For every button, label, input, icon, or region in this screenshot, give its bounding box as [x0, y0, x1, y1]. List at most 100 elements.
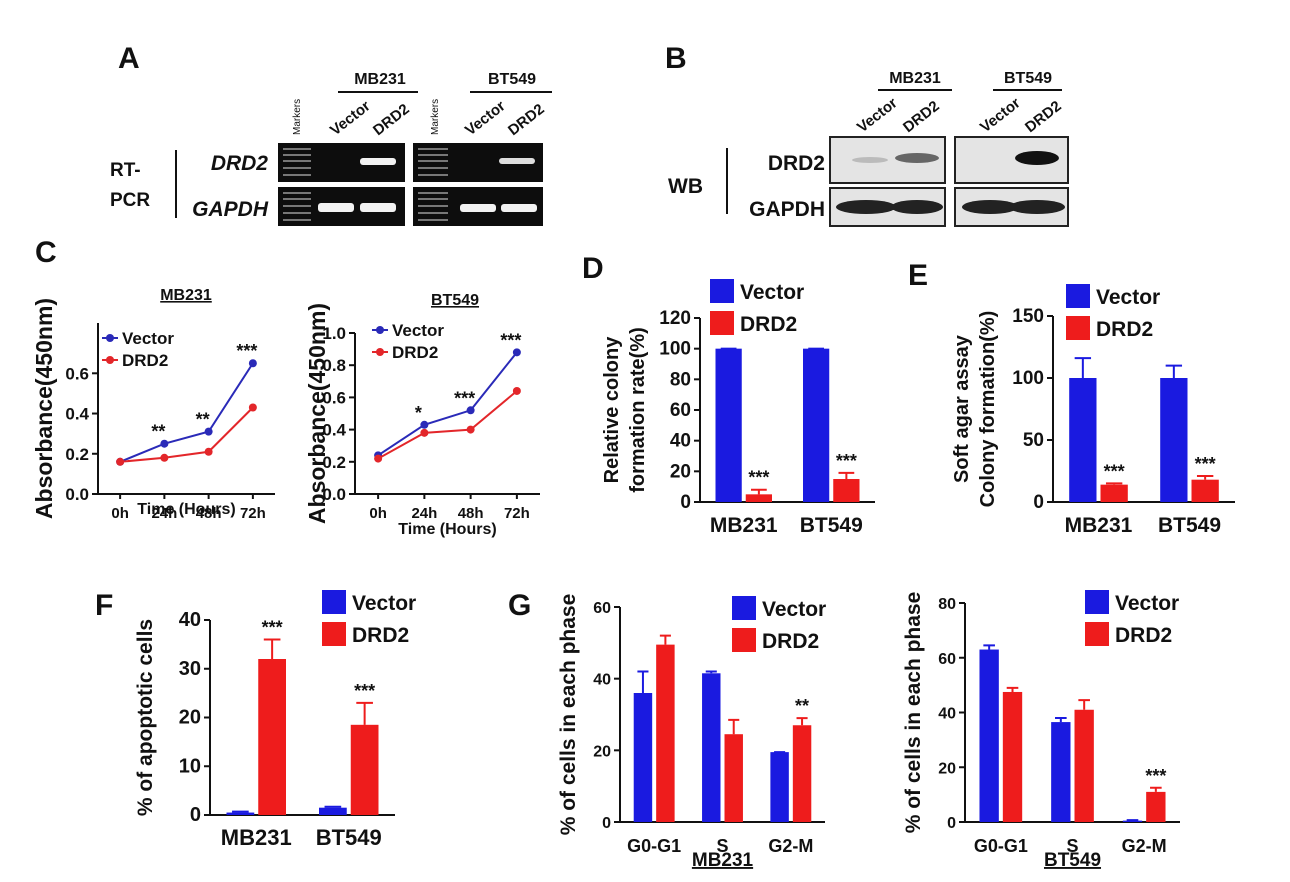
- point: [420, 420, 429, 429]
- bar: [1069, 378, 1097, 502]
- point: [248, 403, 257, 412]
- y-tick-label: 40: [670, 431, 691, 452]
- x-tick-label: G0-G1: [974, 836, 1028, 856]
- y-tick-label: 40: [179, 609, 201, 631]
- y-axis-label: Absorbance(450nm): [304, 303, 330, 524]
- y-tick-label: 30: [179, 658, 201, 680]
- x-axis-label: Time (Hours): [137, 501, 235, 518]
- lane-label: DRD2: [370, 101, 413, 140]
- lane-label: Vector: [462, 97, 509, 139]
- error-bar: [263, 638, 281, 659]
- x-tick-label: BT549: [316, 825, 382, 850]
- bar: [633, 693, 653, 822]
- annotation: **: [795, 696, 809, 716]
- bar: [319, 807, 347, 815]
- y-tick-label: 0: [602, 815, 611, 832]
- bar: [1191, 479, 1219, 502]
- y-tick-label: 0: [947, 815, 956, 832]
- error-bar: [838, 471, 855, 479]
- gel-a: MB231 BT549 Markers Markers Vector DRD2 …: [110, 71, 552, 226]
- legend-label: DRD2: [762, 630, 819, 653]
- y-tick-label: 0.2: [322, 453, 346, 472]
- gel-b: MB231 BT549 Vector DRD2 Vector DRD2 WB D…: [668, 70, 1069, 227]
- error-bar: [1078, 699, 1090, 710]
- lane-label: DRD2: [1022, 98, 1065, 137]
- y-tick-label: 150: [1012, 306, 1044, 327]
- chart-title: BT549: [431, 292, 479, 309]
- legend-marker: [1085, 622, 1109, 646]
- legend-label: Vector: [1096, 286, 1160, 309]
- legend-label: Vector: [352, 592, 416, 615]
- annotation: **: [196, 410, 210, 430]
- y-tick-label: 20: [938, 760, 956, 777]
- panel-letter: F: [95, 589, 113, 622]
- bar: [1051, 722, 1071, 822]
- x-tick-label: MB231: [221, 825, 292, 850]
- bar: [770, 752, 789, 822]
- y-tick-label: 20: [670, 461, 691, 482]
- error-bar: [1105, 482, 1123, 485]
- x-tick-label: 72h: [240, 505, 266, 522]
- point: [466, 425, 475, 434]
- point: [248, 359, 257, 368]
- y-tick-label: 40: [938, 706, 956, 723]
- error-bar: [728, 718, 740, 735]
- annotation: ***: [748, 468, 769, 488]
- lane-label: Markers: [430, 99, 441, 135]
- panel-letter: D: [582, 252, 604, 285]
- bar: [1074, 709, 1094, 822]
- bar: [258, 659, 286, 815]
- error-bar: [637, 670, 649, 693]
- bar: [702, 673, 721, 822]
- annotation: ***: [454, 388, 475, 408]
- y-tick-label: 0.2: [65, 445, 89, 464]
- legend-marker: [322, 622, 346, 646]
- y-tick-label: 0.0: [322, 485, 346, 504]
- annotation: **: [151, 422, 165, 442]
- gene-label: GAPDH: [192, 198, 269, 221]
- y-axis-label: % of cells in each phase: [902, 592, 925, 834]
- y-tick-label: 0.0: [65, 485, 89, 504]
- x-tick-label: 48h: [458, 505, 484, 522]
- x-tick-label: BT549: [800, 514, 863, 537]
- legend-label: Vector: [740, 281, 804, 304]
- x-tick-label: 72h: [504, 505, 530, 522]
- legend-marker: [376, 326, 384, 334]
- legend-label: DRD2: [740, 313, 797, 336]
- bar: [1100, 484, 1128, 502]
- bar: [1160, 378, 1188, 502]
- x-axis-label: Time (Hours): [398, 521, 496, 538]
- point: [512, 348, 521, 357]
- y-tick-label: 0: [1033, 492, 1044, 513]
- lane-label: DRD2: [505, 101, 548, 140]
- annotation: ***: [1104, 461, 1125, 481]
- legend-label: Vector: [392, 321, 444, 340]
- blot-band: [836, 151, 1065, 214]
- x-axis-label: BT549: [1044, 850, 1101, 871]
- bar: [1122, 820, 1143, 822]
- legend-marker: [1066, 316, 1090, 340]
- legend-marker: [710, 311, 734, 335]
- x-axis-label: MB231: [692, 850, 754, 871]
- y-tick-label: 0.6: [322, 388, 346, 407]
- y-tick-label: 0.6: [65, 364, 89, 383]
- error-bar: [751, 488, 767, 495]
- chart: 0.0 0.2 0.4 0.6 0h 24h 48h 72h MB231 Time (Hours)…: [31, 287, 275, 522]
- legend-label: DRD2: [1096, 318, 1153, 341]
- point: [420, 428, 429, 437]
- bar: [833, 479, 860, 502]
- x-tick-label: BT549: [1158, 514, 1221, 537]
- x-tick-label: G2-M: [768, 836, 813, 856]
- panel-letter: C: [35, 236, 57, 269]
- lane-label: Markers: [292, 99, 303, 135]
- legend-label: DRD2: [122, 351, 168, 370]
- x-tick-label: 48h: [196, 505, 222, 522]
- lane-label: Vector: [854, 94, 901, 136]
- y-tick-label: 80: [670, 369, 691, 390]
- x-tick-label: 0h: [111, 505, 129, 522]
- marker-ladder: [283, 148, 448, 221]
- x-tick-label: 24h: [151, 505, 177, 522]
- error-bar: [983, 644, 995, 650]
- annotation: ***: [500, 330, 521, 350]
- line: [377, 390, 518, 460]
